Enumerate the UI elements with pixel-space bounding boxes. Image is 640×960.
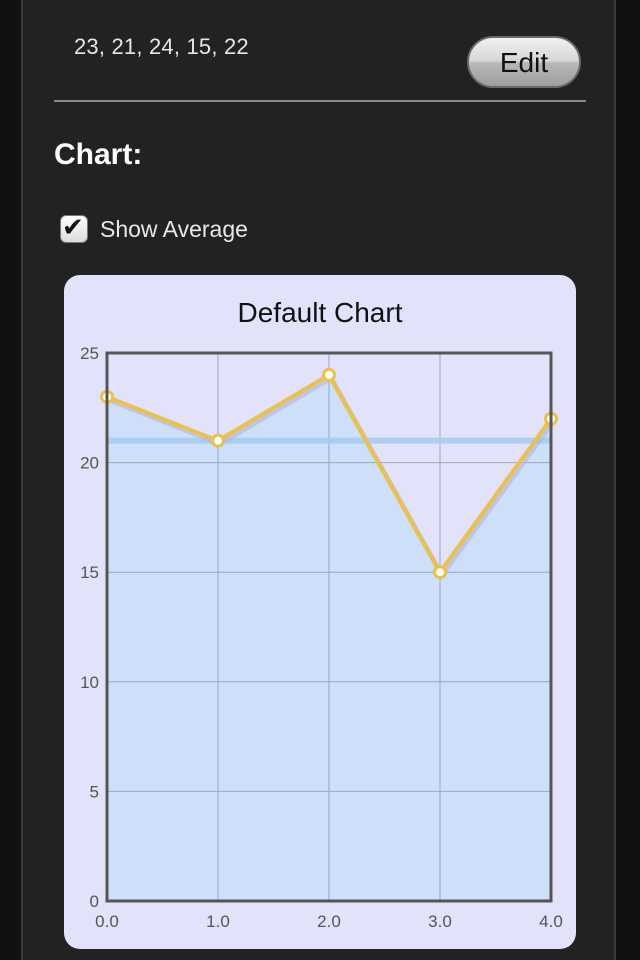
show-average-row[interactable]: ✔ Show Average — [60, 213, 248, 244]
edit-button[interactable]: Edit — [467, 36, 581, 88]
y-tick-label: 20 — [80, 454, 99, 473]
chart-title: Default Chart — [237, 297, 403, 328]
x-tick-label: 3.0 — [428, 912, 452, 931]
x-tick-label: 4.0 — [539, 912, 563, 931]
chart-card: Default Chart 0 5 10 15 20 25 0.0 1.0 2.0 3.0 4.0 — [64, 275, 576, 949]
y-tick-label: 25 — [80, 344, 99, 363]
y-tick-label: 15 — [80, 563, 99, 582]
data-values-text: 23, 21, 24, 15, 22 — [74, 34, 249, 59]
data-point-3 — [433, 565, 447, 580]
y-tick-label: 5 — [90, 782, 99, 801]
x-tick-label: 2.0 — [317, 912, 341, 931]
x-tick-label: 0.0 — [95, 912, 119, 931]
checkmark-icon: ✔ — [62, 213, 84, 243]
y-tick-label: 0 — [90, 892, 99, 911]
chart-section-title: Chart: — [54, 138, 143, 171]
show-average-checkbox[interactable]: ✔ — [60, 213, 88, 243]
y-tick-label: 10 — [80, 673, 99, 692]
plot-border — [105, 351, 553, 903]
show-average-label: Show Average — [100, 215, 248, 242]
data-point-1 — [211, 433, 225, 448]
section-divider — [54, 100, 586, 102]
data-point-2 — [322, 367, 336, 382]
chart-svg: 0 5 10 15 20 25 0.0 1.0 2.0 3.0 4.0 — [80, 344, 563, 931]
x-tick-label: 1.0 — [206, 912, 230, 931]
